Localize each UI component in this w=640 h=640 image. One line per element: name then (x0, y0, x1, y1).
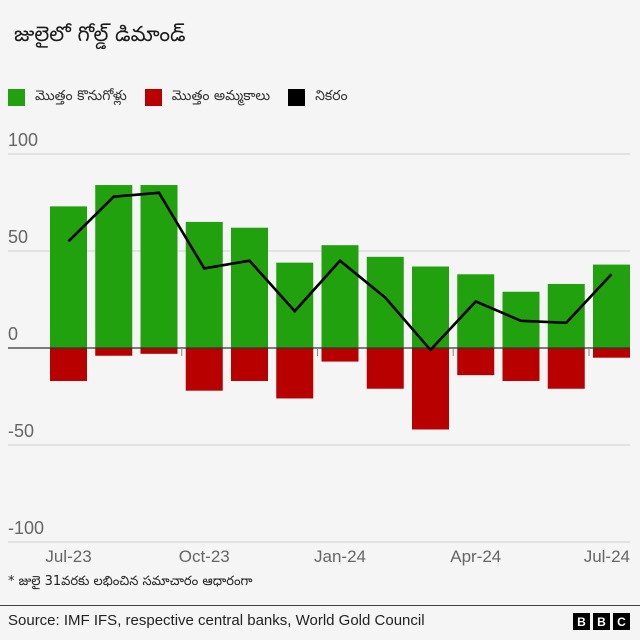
x-tick-label: Jul-23 (45, 547, 91, 566)
sale-bar (95, 348, 133, 356)
purchase-bar (140, 185, 178, 348)
purchases-swatch-icon (8, 89, 25, 106)
footer-divider (0, 605, 640, 606)
sale-bar (593, 348, 630, 358)
x-tick-label: Oct-23 (179, 547, 230, 566)
sale-bar (231, 348, 268, 381)
sale-bar (412, 348, 449, 430)
legend: మొత్తం కొనుగోళ్లు మొత్తం అమ్మకాలు నికరం (8, 88, 366, 107)
legend-item-net: నికరం (288, 88, 348, 107)
sale-bar (366, 348, 404, 389)
sale-bar (502, 348, 540, 381)
sales-bars (50, 348, 630, 430)
net-line (67, 191, 613, 352)
footnote: * జులై 31వరకు లభించిన సమాచారం ఆధారంగా (8, 574, 253, 589)
sale-bar (276, 348, 314, 399)
legend-label-net: నికరం (315, 88, 348, 104)
zero-axis (8, 347, 630, 356)
x-tick-label: Jul-24 (584, 547, 630, 566)
x-axis-labels: Jul-23 Oct-23 Jan-24 Apr-24 Jul-24 (45, 547, 630, 566)
legend-label-purchases: మొత్తం కొనుగోళ్లు (35, 88, 127, 104)
sales-swatch-icon (144, 89, 162, 106)
sale-bar (185, 348, 223, 391)
net-polyline (67, 191, 613, 352)
bbc-logo: B B C (573, 613, 630, 630)
x-tick-label: Apr-24 (450, 547, 501, 566)
gridlines: 100 50 0 -50 -100 (8, 130, 630, 543)
sale-bar (140, 348, 178, 354)
bbc-logo-b1: B (573, 613, 590, 630)
purchase-bar (185, 221, 223, 348)
purchase-bar (457, 274, 495, 348)
y-tick-label: 50 (8, 227, 28, 247)
sale-bar (547, 348, 585, 389)
purchase-bar (276, 262, 314, 348)
purchase-bar (231, 227, 268, 348)
y-tick-label: -100 (8, 518, 44, 538)
purchase-bar (95, 185, 133, 348)
purchases-bars (50, 185, 630, 348)
y-tick-label: 0 (8, 324, 18, 344)
y-tick-label: -50 (8, 421, 34, 441)
bbc-logo-c: C (613, 613, 630, 630)
legend-label-sales: మొత్తం అమ్మకాలు (171, 88, 271, 104)
sale-bar (50, 348, 87, 381)
sale-bar (321, 348, 359, 362)
chart-title: జులైలో గోల్డ్ డిమాండ్ (14, 22, 186, 46)
legend-item-purchases: మొత్తం కొనుగోళ్లు (8, 88, 127, 107)
purchase-bar (593, 264, 630, 348)
sale-bar (457, 348, 495, 376)
purchase-bar (366, 256, 404, 348)
purchase-bar (547, 283, 585, 348)
source-text: Source: IMF IFS, respective central bank… (8, 612, 425, 629)
net-swatch-icon (288, 89, 306, 106)
y-tick-label: 100 (8, 130, 38, 150)
bbc-logo-b2: B (593, 613, 610, 630)
legend-item-sales: మొత్తం అమ్మకాలు (144, 88, 271, 107)
x-tick-label: Jan-24 (314, 547, 366, 566)
